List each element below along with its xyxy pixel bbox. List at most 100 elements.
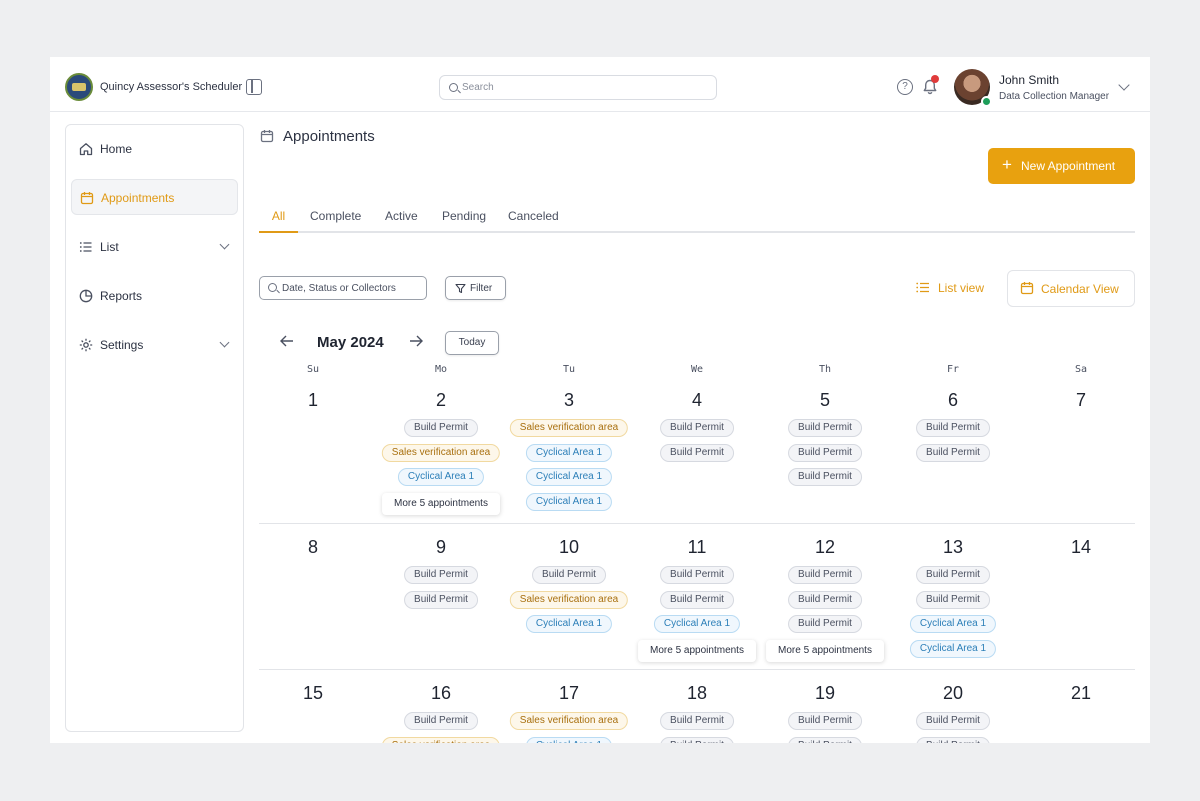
filter-button[interactable]: Filter	[445, 276, 506, 300]
day-number[interactable]: 8	[307, 537, 318, 557]
sidebar-item-label: Reports	[100, 289, 143, 303]
appointment-chip[interactable]: Build Permit	[404, 566, 478, 584]
day-number[interactable]: 21	[1070, 683, 1092, 703]
chevron-down-icon	[219, 337, 230, 348]
day-number[interactable]: 14	[1070, 537, 1092, 557]
sidebar: Home Appointments List Reports Settings	[65, 124, 244, 732]
notification-badge	[931, 75, 939, 83]
appointment-chip[interactable]: Sales verification area	[381, 736, 501, 743]
appointment-chip[interactable]: Cyclical Area 1	[525, 615, 613, 633]
tab-complete[interactable]: Complete	[310, 209, 362, 223]
day-number[interactable]: 9	[435, 537, 446, 557]
appointment-chip[interactable]: Cyclical Area 1	[909, 639, 997, 658]
day-number[interactable]: 6	[947, 390, 958, 410]
sidebar-item-list[interactable]: List	[71, 229, 238, 265]
today-button[interactable]: Today	[445, 331, 499, 355]
appointment-chip[interactable]: Build Permit	[788, 443, 862, 462]
appointment-chip[interactable]: Build Permit	[788, 419, 862, 437]
day-number[interactable]: 17	[558, 683, 580, 703]
appointment-chip[interactable]: Build Permit	[788, 712, 862, 730]
tab-canceled[interactable]: Canceled	[508, 209, 559, 223]
weekday-label: Su	[306, 364, 320, 375]
help-icon[interactable]: ?	[897, 79, 913, 95]
new-appointment-button[interactable]: + New Appointment	[988, 148, 1135, 184]
appointment-search-input[interactable]	[282, 277, 424, 299]
appointment-chip[interactable]: Cyclical Area 1	[525, 492, 613, 511]
weekday-label: We	[690, 364, 704, 375]
search-input[interactable]	[462, 76, 712, 99]
day-number[interactable]: 20	[942, 683, 964, 703]
appointment-search[interactable]	[259, 276, 427, 300]
sidebar-item-reports[interactable]: Reports	[71, 278, 238, 314]
arrow-left-icon[interactable]	[279, 334, 295, 348]
appointment-chip[interactable]: Sales verification area	[509, 712, 629, 730]
appointment-chip[interactable]: Build Permit	[660, 590, 734, 609]
arrow-right-icon[interactable]	[408, 334, 424, 348]
appointment-chip[interactable]: Build Permit	[916, 590, 990, 609]
appointment-chip[interactable]: Cyclical Area 1	[525, 443, 613, 462]
appointment-chip[interactable]: Sales verification area	[381, 443, 501, 462]
appointment-chip[interactable]: Build Permit	[788, 566, 862, 584]
day-number[interactable]: 13	[942, 537, 964, 557]
appointment-chip[interactable]: Sales verification area	[509, 419, 629, 437]
day-number[interactable]: 7	[1075, 390, 1086, 410]
sidebar-item-home[interactable]: Home	[71, 131, 238, 167]
appointment-chip[interactable]: Build Permit	[532, 566, 606, 584]
appointment-chip[interactable]: Cyclical Area 1	[397, 468, 485, 486]
appointment-chip[interactable]: Build Permit	[788, 590, 862, 609]
appointment-chip[interactable]: Cyclical Area 1	[525, 736, 613, 743]
global-search[interactable]	[439, 75, 717, 100]
more-appointments-button[interactable]: More 5 appointments	[766, 640, 884, 662]
appointment-chip[interactable]: Build Permit	[916, 712, 990, 730]
filter-icon	[455, 283, 466, 294]
plus-icon: +	[1002, 155, 1012, 174]
more-appointments-button[interactable]: More 5 appointments	[382, 493, 500, 515]
appointment-chip[interactable]: Build Permit	[788, 736, 862, 743]
appointment-chip[interactable]: Build Permit	[916, 566, 990, 584]
page-title: Appointments	[283, 128, 375, 145]
appointment-chip[interactable]: Cyclical Area 1	[525, 468, 613, 486]
list-view-button[interactable]: List view	[916, 281, 984, 295]
tab-active[interactable]: Active	[385, 209, 418, 223]
calendar-view-button[interactable]: Calendar View	[1007, 270, 1135, 307]
more-appointments-button[interactable]: More 5 appointments	[638, 640, 756, 662]
appointment-chip[interactable]: Build Permit	[660, 566, 734, 584]
day-number[interactable]: 4	[691, 390, 702, 410]
appointment-chip[interactable]: Sales verification area	[509, 590, 629, 609]
appointment-chip[interactable]: Build Permit	[660, 712, 734, 730]
sidebar-toggle-icon[interactable]	[246, 79, 262, 95]
day-number[interactable]: 2	[435, 390, 446, 410]
day-number[interactable]: 16	[430, 683, 452, 703]
day-number[interactable]: 5	[819, 390, 830, 410]
appointment-chip[interactable]: Build Permit	[660, 419, 734, 437]
tab-all[interactable]: All	[259, 207, 298, 233]
appointment-chip[interactable]: Build Permit	[788, 615, 862, 633]
day-number[interactable]: 3	[563, 390, 574, 410]
tab-pending[interactable]: Pending	[442, 209, 487, 223]
search-icon	[449, 83, 458, 92]
appointment-chip[interactable]: Cyclical Area 1	[909, 615, 997, 633]
week-divider	[259, 523, 1135, 524]
day-number[interactable]: 11	[687, 537, 707, 557]
appointment-chip[interactable]: Build Permit	[660, 736, 734, 743]
day-number[interactable]: 12	[814, 537, 836, 557]
appointment-chip[interactable]: Build Permit	[404, 712, 478, 730]
day-number[interactable]: 15	[302, 683, 324, 703]
appointment-chip[interactable]: Build Permit	[660, 443, 734, 462]
day-number[interactable]: 10	[558, 537, 580, 557]
chevron-down-icon[interactable]	[1118, 79, 1130, 91]
day-number[interactable]: 19	[814, 683, 836, 703]
appointment-chip[interactable]: Build Permit	[788, 468, 862, 486]
appointment-chip[interactable]: Build Permit	[404, 419, 478, 437]
day-number[interactable]: 1	[307, 390, 318, 410]
appointment-chip[interactable]: Cyclical Area 1	[653, 615, 741, 633]
day-number[interactable]: 18	[686, 683, 708, 703]
calendar-icon	[1020, 282, 1034, 295]
appointment-chip[interactable]: Build Permit	[916, 443, 990, 462]
sidebar-item-settings[interactable]: Settings	[71, 327, 238, 363]
appointment-chip[interactable]: Build Permit	[404, 590, 478, 609]
appointment-chip[interactable]: Build Permit	[916, 736, 990, 743]
appointment-chip[interactable]: Build Permit	[916, 419, 990, 437]
sidebar-item-appointments[interactable]: Appointments	[71, 179, 238, 215]
list-icon	[79, 242, 92, 252]
